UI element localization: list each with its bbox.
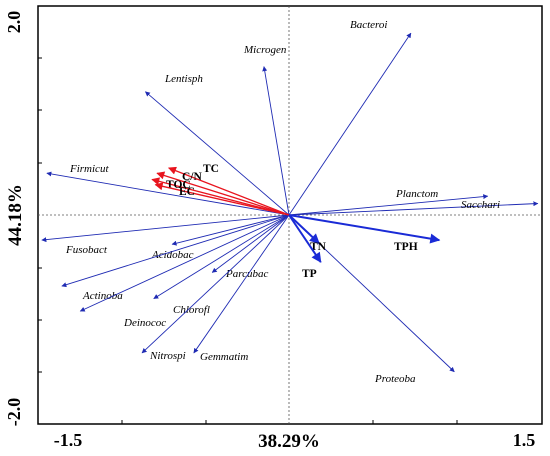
env-label-tn: TN [310,241,327,253]
env-arrow-toc [151,177,290,216]
species-label-acidobac: Acidobac [151,249,194,261]
env-arrow-tn [288,214,320,244]
x-axis-label: 38.29% [258,431,320,452]
species-label-firmicut: Firmicut [69,163,109,175]
y-tick-top: 2.0 [4,11,24,34]
species-label-actinoba: Actinoba [82,290,123,302]
species-label-parcubac: Parcubac [225,268,268,280]
species-arrow-planctom [288,194,489,216]
species-arrow-firmicut [46,171,290,216]
species-label-sacchari: Sacchari [461,199,500,211]
species-arrow-microgen [262,66,290,216]
env-arrow-cn [156,171,290,216]
env-label-ec: EC [179,186,195,198]
species-label-planctom: Planctom [395,188,438,200]
env-label-tph: TPH [394,241,418,253]
x-tick-left: -1.5 [54,430,83,450]
species-arrow-actinoba [61,214,290,288]
species-arrow-bacteroi [288,32,412,216]
species-arrow-sacchari [288,201,539,216]
species-arrow-acidobac [171,214,290,246]
x-tick-right: 1.5 [513,430,536,450]
species-label-gemmatim: Gemmatim [200,351,248,363]
species-arrow-parcubac [211,214,290,273]
species-arrow-deinococ [79,214,290,312]
species-arrow-gemmatim [193,214,290,354]
species-label-microgen: Microgen [243,44,287,56]
tick-marks [38,57,458,424]
env-label-tp: TP [302,268,317,280]
y-axis-label: 44.18% [5,184,26,246]
species-label-fusobact: Fusobact [65,244,108,256]
env-arrow-tph [288,214,441,244]
env-label-cn: C/N [182,171,203,183]
species-label-deinococ: Deinococ [123,317,166,329]
species-label-nitrospi: Nitrospi [149,350,186,362]
env-arrow-ec [154,182,290,216]
species-arrow-lentisph [145,91,290,216]
species-arrow-chlorofl [153,214,290,299]
env-label-tc: TC [203,163,219,175]
env-arrow-tc [168,166,290,216]
species-label-chlorofl: Chlorofl [173,304,210,316]
env-arrow-tp [288,214,322,263]
species-label-lentisph: Lentisph [164,73,203,85]
species-label-bacteroi: Bacteroi [350,19,387,31]
species-arrow-nitrospi [141,214,290,354]
y-tick-bottom: -2.0 [4,398,24,427]
species-vectors: Bacteroi Microgen Lentisph Firmicut Planctom… [41,19,539,385]
species-arrow-fusobact [41,214,290,243]
species-label-proteoba: Proteoba [374,373,416,385]
